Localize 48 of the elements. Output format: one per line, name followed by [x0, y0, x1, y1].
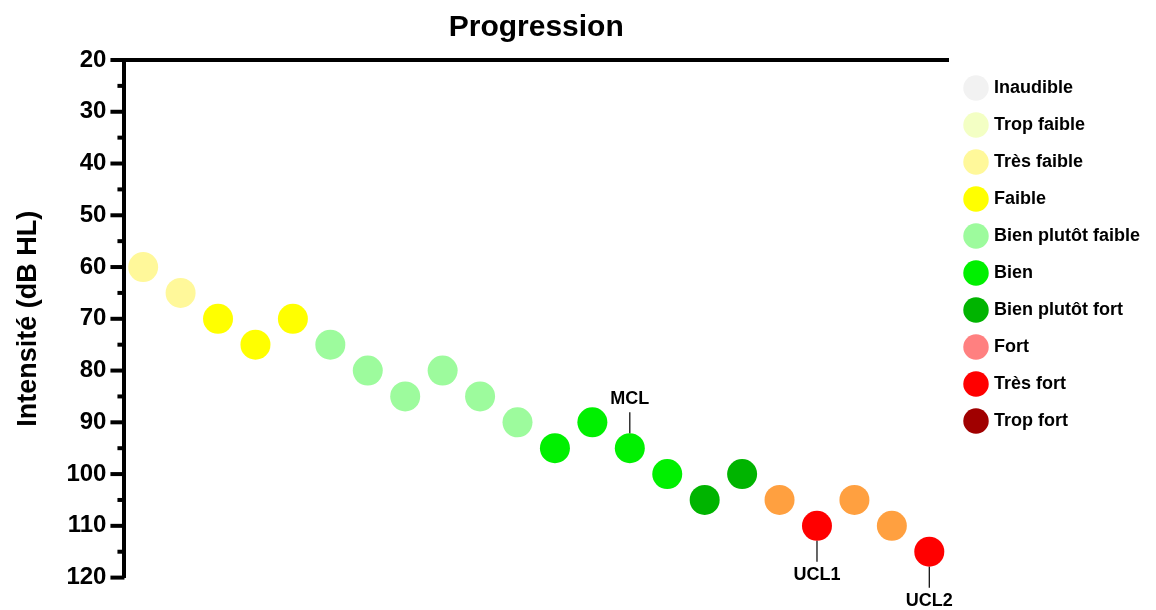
point	[277, 303, 308, 334]
point	[165, 277, 196, 308]
data-label: UCL2	[905, 589, 953, 610]
point	[502, 407, 533, 438]
legend-label: Fort	[994, 335, 1029, 356]
data-label: MCL	[610, 388, 650, 409]
point	[539, 433, 570, 464]
y-tick-label: 70	[79, 303, 107, 331]
legend-label: Faible	[994, 187, 1047, 208]
point	[203, 303, 234, 334]
data-label: UCL1	[793, 563, 841, 584]
point	[352, 355, 383, 386]
point	[128, 252, 159, 283]
point	[577, 407, 608, 438]
legend-label: Bien plutôt faible	[994, 224, 1140, 245]
point	[315, 329, 346, 360]
legend-label: Très faible	[994, 150, 1084, 171]
legend-label: Trop faible	[994, 113, 1086, 134]
legend-label: Bien plutôt fort	[994, 298, 1123, 319]
y-axis-title: Intensité (dB HL)	[11, 210, 42, 427]
y-tick-label: 90	[79, 406, 107, 434]
y-tick-label: 40	[79, 148, 107, 176]
point	[876, 510, 907, 541]
point	[727, 459, 758, 490]
y-tick-label: 50	[79, 199, 107, 227]
point	[465, 381, 496, 412]
point	[839, 484, 870, 515]
y-tick-label: 60	[79, 251, 107, 279]
point	[240, 329, 271, 360]
y-tick-label: 20	[79, 44, 107, 72]
y-tick-label: 100	[66, 458, 107, 486]
point	[689, 484, 720, 515]
point	[801, 510, 832, 541]
legend-label: Bien	[994, 261, 1034, 282]
chart-title: Progression	[448, 9, 624, 43]
point	[652, 459, 683, 490]
y-tick-label: 30	[79, 96, 107, 124]
y-tick-label: 110	[67, 510, 107, 538]
point	[914, 536, 945, 567]
point	[614, 433, 645, 464]
y-tick-label: 80	[79, 355, 107, 383]
legend-label: Très fort	[994, 372, 1067, 393]
point	[390, 381, 421, 412]
point	[427, 355, 458, 386]
legend-label: Inaudible	[994, 76, 1074, 97]
legend-label: Trop fort	[994, 409, 1068, 430]
point	[764, 484, 795, 515]
y-tick-label: 120	[66, 562, 107, 590]
